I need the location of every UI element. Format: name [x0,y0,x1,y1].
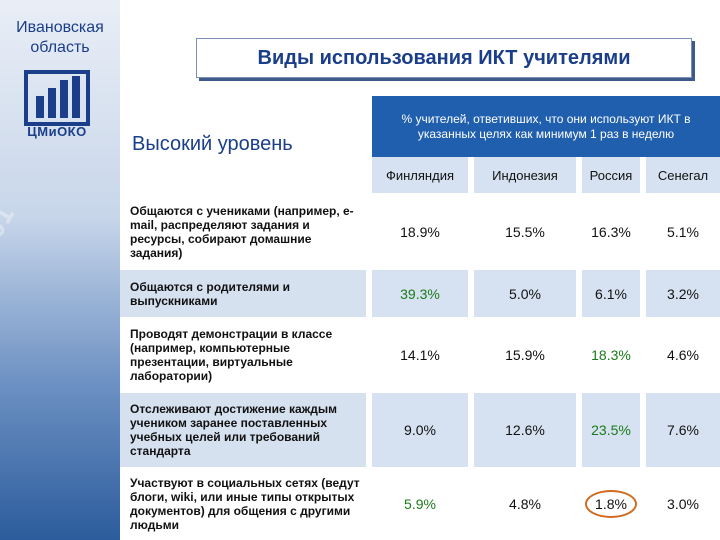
table-cell: 18.9% [372,193,468,270]
table-cell-highlight: 5.9% [372,467,468,540]
table-cell: 4.8% [474,467,576,540]
table-cell: 4.6% [646,317,720,393]
table-cell: 14.1% [372,317,468,393]
row-label: Проводят демонстрации в классе (например… [120,317,366,393]
table-cell: 5.0% [474,270,576,317]
circled-value: 1.8% [585,489,637,518]
table-cell: 6.1% [582,270,640,317]
level-label: Высокий уровень [120,96,366,193]
table-cell-highlight: 23.5% [582,393,640,467]
country-header: Индонезия [474,157,576,193]
row-label: Общаются с родителями и выпускниками [120,270,366,317]
table-cell: 15.5% [474,193,576,270]
logo-chart-icon [24,70,90,126]
country-header: Россия [582,157,640,193]
table-cell: 12.6% [474,393,576,467]
table-cell: 3.0% [646,467,720,540]
row-label: Общаются с учениками (например, e-mail, … [120,193,366,270]
table-cell-circled: 1.8% [582,467,640,540]
ict-table: Высокий уровень % учителей, ответивших, … [120,96,720,540]
logo-text: ЦМиОКО [27,124,87,139]
country-header: Сенегал [646,157,720,193]
table-cell-highlight: 39.3% [372,270,468,317]
table-cell: 15.9% [474,317,576,393]
region-label: Ивановская область [16,19,104,56]
country-header: Финляндия [372,157,468,193]
table-cell: 16.3% [582,193,640,270]
table-cell: 3.2% [646,270,720,317]
binary-decoration: 1000001110011000110011000100100011010001 [0,201,22,352]
page-title: Виды использования ИКТ учителями [196,38,692,78]
table-cell: 9.0% [372,393,468,467]
table-cell: 5.1% [646,193,720,270]
row-label: Отслеживают достижение каждым учеником з… [120,393,366,467]
table-cell: 7.6% [646,393,720,467]
row-label: Участвуют в социальных сетях (ведут блог… [120,467,366,540]
percent-header: % учителей, ответивших, что они использу… [372,96,720,157]
table-cell-highlight: 18.3% [582,317,640,393]
